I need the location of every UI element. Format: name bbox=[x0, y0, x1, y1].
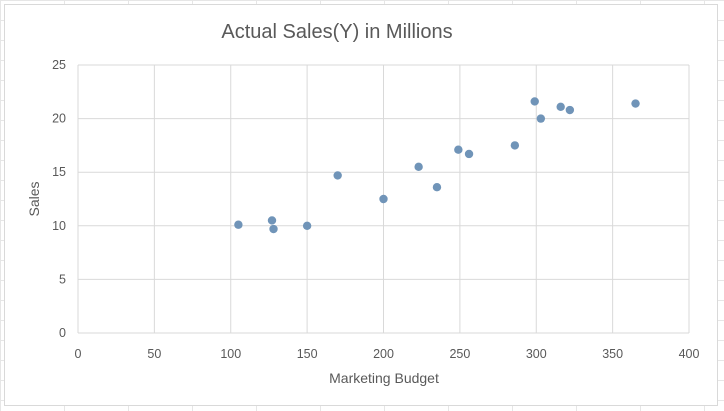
data-point[interactable] bbox=[302, 221, 312, 230]
y-tick-label: 25 bbox=[52, 58, 66, 72]
y-tick-label: 10 bbox=[52, 219, 66, 233]
chart-title: Actual Sales(Y) in Millions bbox=[221, 21, 452, 43]
y-tick-label: 15 bbox=[52, 165, 66, 179]
x-tick-label: 200 bbox=[373, 347, 394, 361]
y-tick-label: 0 bbox=[59, 326, 66, 340]
data-point[interactable] bbox=[267, 216, 277, 225]
data-point[interactable] bbox=[269, 224, 278, 234]
data-point[interactable] bbox=[510, 141, 520, 150]
x-tick-label: 400 bbox=[679, 347, 700, 361]
data-point[interactable] bbox=[530, 97, 539, 106]
data-point[interactable] bbox=[379, 194, 388, 204]
x-tick-label: 100 bbox=[220, 347, 241, 361]
x-tick-label: 300 bbox=[526, 347, 547, 361]
data-point[interactable] bbox=[454, 145, 463, 154]
x-tick-label: 0 bbox=[75, 347, 82, 361]
data-point[interactable] bbox=[432, 183, 442, 192]
data-point[interactable] bbox=[631, 99, 640, 108]
x-tick-label: 350 bbox=[602, 347, 623, 361]
data-point[interactable] bbox=[565, 105, 575, 115]
y-tick-labels: 0 5 10 15 20 25 bbox=[52, 58, 66, 340]
x-axis-label: Marketing Budget bbox=[329, 370, 439, 386]
x-tick-labels: 0 50 100 150 200 250 300 350 400 bbox=[75, 347, 700, 361]
x-tick-label: 150 bbox=[297, 347, 318, 361]
data-point[interactable] bbox=[234, 220, 243, 229]
y-tick-label: 5 bbox=[59, 272, 66, 286]
data-point[interactable] bbox=[414, 162, 423, 172]
data-points bbox=[234, 97, 640, 234]
data-point[interactable] bbox=[536, 114, 546, 123]
x-tick-label: 50 bbox=[147, 347, 161, 361]
gridlines bbox=[77, 64, 690, 334]
data-point[interactable] bbox=[556, 102, 565, 112]
y-axis-label: Sales bbox=[26, 181, 42, 216]
data-point[interactable] bbox=[464, 149, 474, 159]
y-tick-label: 20 bbox=[52, 112, 66, 126]
chart-area[interactable] bbox=[4, 4, 718, 406]
x-tick-label: 250 bbox=[449, 347, 470, 361]
data-point[interactable] bbox=[333, 171, 342, 180]
